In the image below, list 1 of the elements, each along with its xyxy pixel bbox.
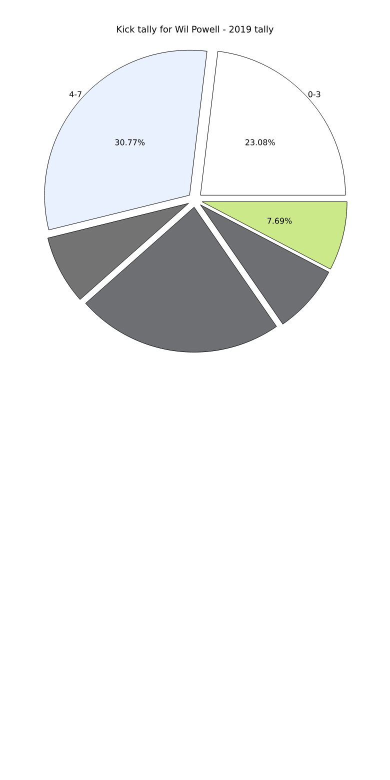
chart-title: Kick tally for Wil Powell - 2019 tally	[117, 26, 274, 34]
